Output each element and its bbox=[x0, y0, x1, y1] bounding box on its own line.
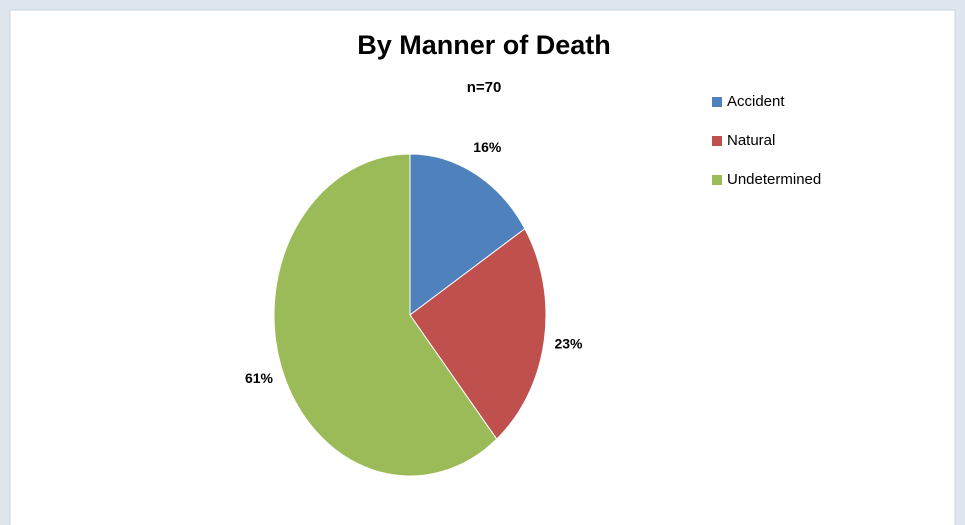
legend-swatch bbox=[712, 97, 722, 107]
legend-swatch bbox=[712, 136, 722, 146]
pie-slice bbox=[409, 153, 526, 317]
data-label: 23% bbox=[554, 335, 583, 351]
chart-subtitle: n=70 bbox=[467, 79, 502, 96]
legend-swatch bbox=[712, 175, 722, 185]
chart-title: By Manner of Death bbox=[357, 30, 611, 60]
legend-label: Undetermined bbox=[727, 171, 821, 188]
pie-slice bbox=[409, 227, 547, 440]
data-label: 61% bbox=[245, 370, 274, 386]
data-label: 16% bbox=[473, 139, 502, 155]
legend-label: Natural bbox=[727, 132, 775, 149]
pie-slice bbox=[273, 153, 498, 477]
legend-label: Accident bbox=[727, 93, 785, 110]
